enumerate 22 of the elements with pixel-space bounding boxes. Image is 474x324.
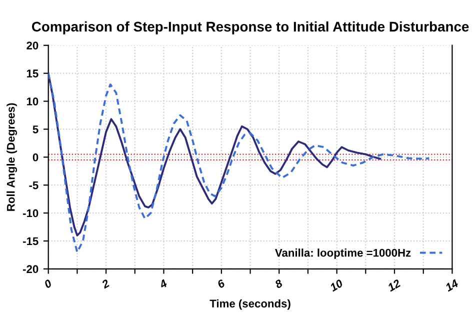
y-axis-title: Roll Angle (Degrees) xyxy=(6,103,18,211)
legend-label: Vanilla: looptime =1000Hz xyxy=(275,248,411,259)
x-tick-label: 4 xyxy=(158,279,168,289)
y-tick-label: 15 xyxy=(26,70,38,78)
y-tick-label: 10 xyxy=(26,98,38,106)
y-tick-label: -10 xyxy=(23,209,38,218)
y-tick-label: 0 xyxy=(32,153,38,162)
x-tick-label: 0 xyxy=(44,278,52,289)
y-tick-label: -20 xyxy=(23,265,38,274)
x-tick-label: 10 xyxy=(329,278,344,292)
x-tick-label: 14 xyxy=(444,279,459,292)
x-tick-label: 2 xyxy=(100,278,110,289)
chart-title: Comparison of Step-Input Response to Initial Attitude Disturbance xyxy=(32,21,469,34)
line-series xyxy=(48,72,382,236)
x-tick-label: 8 xyxy=(274,278,284,289)
x-tick-label: 6 xyxy=(216,278,226,289)
y-tick-label: 20 xyxy=(26,42,38,50)
y-tick-label: -15 xyxy=(23,237,38,246)
x-axis-title: Time (seconds) xyxy=(210,299,290,310)
y-tick-label: 5 xyxy=(32,126,38,134)
x-tick-label: 12 xyxy=(386,278,402,292)
y-tick-label: -5 xyxy=(29,181,38,190)
